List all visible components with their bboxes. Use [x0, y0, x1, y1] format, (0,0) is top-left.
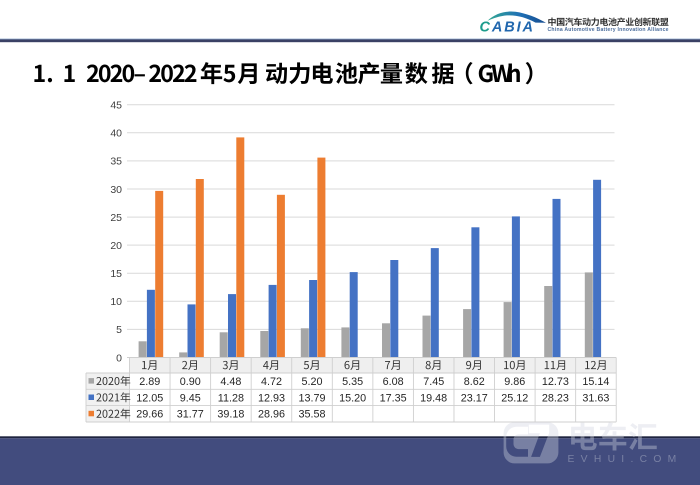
svg-text:5.20: 5.20 [301, 376, 322, 388]
svg-text:23.17: 23.17 [461, 392, 488, 404]
svg-text:5.35: 5.35 [342, 376, 363, 388]
svg-text:5: 5 [116, 324, 122, 336]
svg-text:12.73: 12.73 [542, 376, 569, 388]
svg-text:China Automotive Battery Innov: China Automotive Battery Innovation Alli… [548, 27, 669, 33]
svg-text:4.72: 4.72 [261, 376, 282, 388]
svg-text:12.93: 12.93 [258, 392, 285, 404]
svg-text:13.79: 13.79 [298, 392, 325, 404]
svg-text:28.96: 28.96 [258, 409, 285, 421]
svg-text:0.90: 0.90 [180, 376, 201, 388]
svg-text:2.89: 2.89 [139, 376, 160, 388]
svg-text:35.58: 35.58 [298, 409, 325, 421]
svg-text:7.45: 7.45 [423, 376, 444, 388]
svg-text:CABIA: CABIA [480, 20, 535, 36]
svg-text:9.45: 9.45 [180, 392, 201, 404]
svg-text:30: 30 [110, 184, 122, 196]
svg-text:4.48: 4.48 [220, 376, 241, 388]
svg-text:15: 15 [110, 268, 122, 280]
svg-text:20: 20 [110, 240, 122, 252]
svg-text:25: 25 [110, 212, 122, 224]
svg-text:10: 10 [110, 296, 122, 308]
svg-text:28.23: 28.23 [542, 392, 569, 404]
svg-text:17.35: 17.35 [380, 392, 407, 404]
svg-text:39.18: 39.18 [217, 409, 244, 421]
svg-text:9.86: 9.86 [504, 376, 525, 388]
svg-text:11.28: 11.28 [218, 392, 244, 404]
svg-text:6.08: 6.08 [383, 376, 404, 388]
svg-text:31.63: 31.63 [582, 392, 609, 404]
svg-text:0: 0 [116, 352, 122, 364]
svg-text:31.77: 31.77 [177, 409, 204, 421]
svg-text:29.66: 29.66 [136, 409, 163, 421]
svg-text:25.12: 25.12 [501, 392, 528, 404]
svg-text:45: 45 [110, 100, 122, 112]
svg-text:19.48: 19.48 [420, 392, 447, 404]
svg-text:15.20: 15.20 [339, 392, 366, 404]
svg-text:15.14: 15.14 [582, 376, 609, 388]
svg-text:35: 35 [110, 156, 122, 168]
svg-text:40: 40 [110, 128, 122, 140]
svg-text:8.62: 8.62 [464, 376, 485, 388]
svg-text:12.05: 12.05 [136, 392, 163, 404]
svg-text:EVHUI.COM: EVHUI.COM [568, 454, 683, 465]
